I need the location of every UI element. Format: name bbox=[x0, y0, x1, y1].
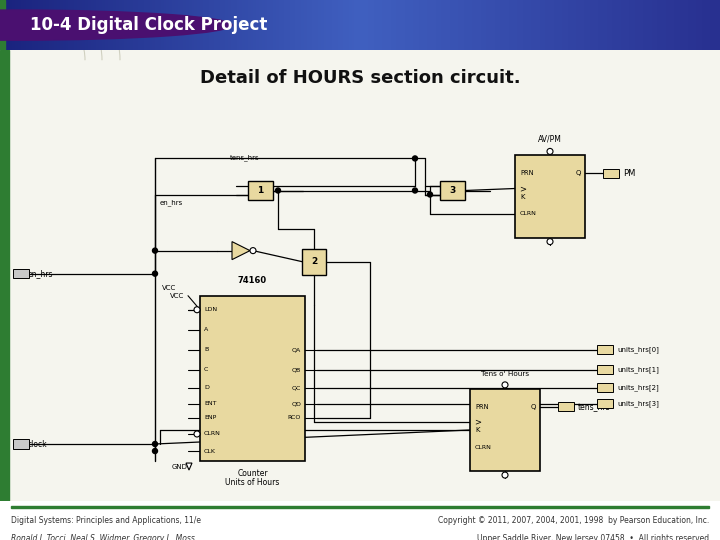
Text: PM: PM bbox=[623, 169, 635, 178]
Text: RCO: RCO bbox=[287, 415, 301, 421]
Text: clock: clock bbox=[28, 440, 48, 449]
Text: >: > bbox=[474, 417, 481, 427]
Polygon shape bbox=[186, 463, 192, 470]
Circle shape bbox=[153, 449, 158, 454]
Text: tens_hrs: tens_hrs bbox=[578, 402, 611, 411]
Circle shape bbox=[502, 382, 508, 388]
Text: en_hrs: en_hrs bbox=[28, 269, 53, 278]
Text: QB: QB bbox=[292, 367, 301, 373]
Circle shape bbox=[153, 442, 158, 447]
Text: K: K bbox=[475, 427, 480, 433]
Text: VCC: VCC bbox=[162, 285, 176, 291]
Text: CLK: CLK bbox=[204, 449, 216, 454]
Bar bbox=[603, 169, 619, 178]
Bar bbox=[597, 383, 613, 393]
Circle shape bbox=[0, 10, 232, 40]
Text: CLRN: CLRN bbox=[520, 211, 537, 216]
Text: K: K bbox=[520, 193, 524, 199]
Bar bbox=[597, 345, 613, 354]
Text: CLRN: CLRN bbox=[204, 431, 221, 436]
Text: QC: QC bbox=[292, 386, 301, 390]
Text: B: B bbox=[204, 347, 208, 352]
Text: AV/PM: AV/PM bbox=[538, 134, 562, 144]
Polygon shape bbox=[232, 241, 250, 260]
Text: VCC: VCC bbox=[170, 293, 184, 299]
Bar bbox=[597, 366, 613, 374]
Circle shape bbox=[250, 248, 256, 254]
Text: D: D bbox=[204, 386, 209, 390]
Circle shape bbox=[547, 239, 553, 245]
Bar bbox=[440, 181, 465, 199]
Circle shape bbox=[276, 188, 281, 193]
Text: 3: 3 bbox=[449, 186, 456, 195]
Bar bbox=[0, 50, 9, 501]
Text: Counter: Counter bbox=[237, 469, 268, 478]
Text: QD: QD bbox=[291, 401, 301, 407]
Text: units_hrs[2]: units_hrs[2] bbox=[617, 384, 659, 391]
Circle shape bbox=[428, 192, 433, 197]
Bar bbox=[248, 181, 273, 199]
Text: Detail of HOURS section circuit.: Detail of HOURS section circuit. bbox=[199, 69, 521, 87]
Text: 2: 2 bbox=[311, 257, 317, 266]
Text: C: C bbox=[204, 367, 208, 373]
Circle shape bbox=[153, 248, 158, 253]
Text: units_hrs[1]: units_hrs[1] bbox=[617, 367, 659, 373]
Text: QA: QA bbox=[292, 347, 301, 352]
Text: >: > bbox=[519, 184, 526, 193]
Text: PRN: PRN bbox=[520, 171, 534, 177]
Text: ENP: ENP bbox=[204, 415, 216, 421]
Text: en_hrs: en_hrs bbox=[160, 199, 184, 206]
Bar bbox=[13, 269, 29, 278]
Bar bbox=[558, 402, 574, 411]
Circle shape bbox=[153, 271, 158, 276]
Text: Q: Q bbox=[575, 171, 581, 177]
Text: 1: 1 bbox=[257, 186, 264, 195]
Bar bbox=[0, 0, 5, 50]
Text: units_hrs[3]: units_hrs[3] bbox=[617, 401, 659, 407]
Bar bbox=[470, 389, 540, 471]
Bar bbox=[515, 156, 585, 238]
Circle shape bbox=[194, 307, 200, 313]
Text: units_hrs[0]: units_hrs[0] bbox=[617, 347, 659, 353]
Text: tens_hrs: tens_hrs bbox=[230, 154, 260, 161]
Text: Digital Systems: Principles and Applications, 11/e: Digital Systems: Principles and Applicat… bbox=[11, 516, 201, 525]
Bar bbox=[200, 296, 305, 461]
Circle shape bbox=[502, 472, 508, 478]
Circle shape bbox=[194, 431, 200, 437]
Text: CLRN: CLRN bbox=[475, 444, 492, 449]
Text: 74160: 74160 bbox=[238, 276, 267, 285]
Text: PRN: PRN bbox=[475, 404, 488, 410]
Bar bbox=[597, 400, 613, 408]
Text: ENT: ENT bbox=[204, 401, 217, 407]
Bar bbox=[13, 440, 29, 449]
Text: Upper Saddle River, New Jersey 07458  •  All rights reserved: Upper Saddle River, New Jersey 07458 • A… bbox=[477, 534, 709, 540]
Circle shape bbox=[413, 188, 418, 193]
Text: GND: GND bbox=[172, 464, 188, 470]
Text: 10-4 Digital Clock Project: 10-4 Digital Clock Project bbox=[30, 16, 268, 34]
Bar bbox=[11, 506, 709, 508]
Circle shape bbox=[547, 148, 553, 154]
Bar bbox=[302, 248, 326, 275]
Text: Units of Hours: Units of Hours bbox=[225, 478, 279, 487]
Text: A: A bbox=[204, 327, 208, 332]
Text: Q: Q bbox=[531, 404, 536, 410]
Text: Ronald J. Tocci, Neal S. Widmer, Gregory L. Moss: Ronald J. Tocci, Neal S. Widmer, Gregory… bbox=[11, 534, 194, 540]
Circle shape bbox=[413, 156, 418, 161]
Text: Copyright © 2011, 2007, 2004, 2001, 1998  by Pearson Education, Inc.: Copyright © 2011, 2007, 2004, 2001, 1998… bbox=[438, 516, 709, 525]
Text: LDN: LDN bbox=[204, 307, 217, 312]
Text: Tens o' Hours: Tens o' Hours bbox=[481, 371, 529, 377]
